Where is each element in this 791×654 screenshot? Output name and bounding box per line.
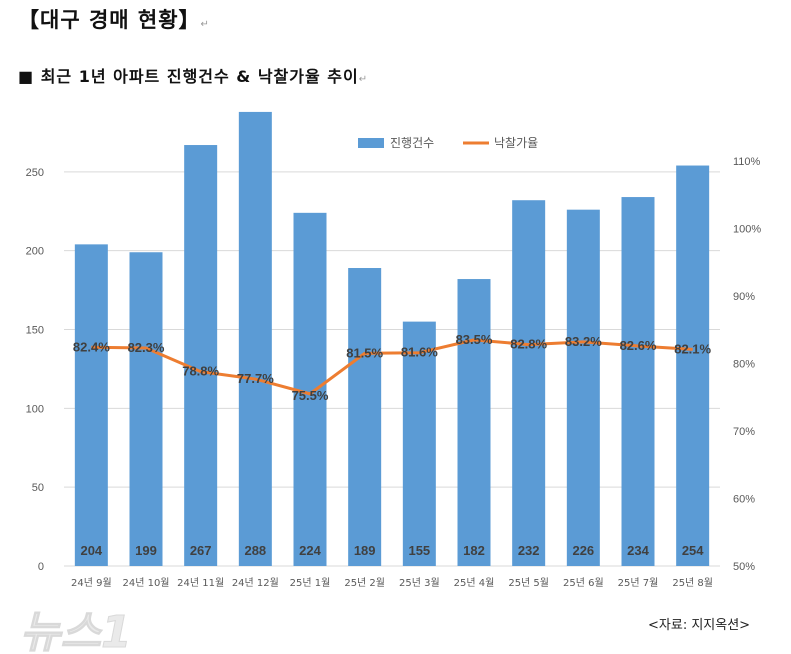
bar-data-label: 288 xyxy=(244,543,266,558)
y-left-tick-label: 250 xyxy=(26,167,44,179)
y-left-tick-label: 150 xyxy=(26,325,44,337)
line-data-label: 81.5% xyxy=(346,345,383,360)
bar-data-label: 204 xyxy=(80,543,102,558)
source-note: <자료: 지지옥션> xyxy=(648,618,751,633)
bar-data-label: 232 xyxy=(518,543,540,558)
line-data-label: 78.8% xyxy=(182,364,219,379)
y-left-tick-label: 200 xyxy=(26,246,44,258)
x-tick-label: 25년 8월 xyxy=(672,577,713,589)
bar-data-label: 224 xyxy=(299,543,321,558)
y-right-tick-label: 80% xyxy=(733,359,755,371)
y-left-tick-label: 100 xyxy=(26,403,44,415)
line-data-label: 82.8% xyxy=(510,337,547,352)
title-text: 【대구 경매 현황】 xyxy=(18,8,201,32)
bar xyxy=(184,145,218,566)
bar xyxy=(512,200,546,567)
line-data-label: 82.1% xyxy=(674,341,711,356)
line-data-label: 75.5% xyxy=(292,388,329,403)
line-series xyxy=(91,338,693,396)
x-tick-label: 24년 9월 xyxy=(71,577,112,589)
bar-data-label: 155 xyxy=(408,543,430,558)
bar xyxy=(676,165,710,566)
line-data-label: 82.4% xyxy=(73,339,110,354)
bar-data-label: 234 xyxy=(627,543,649,558)
y-right-tick-label: 110% xyxy=(733,156,761,168)
bar-data-label: 182 xyxy=(463,543,485,558)
paragraph-mark: ↵ xyxy=(358,74,369,85)
chart-heading: ■ 최근 1년 아파트 진행건수 & 낙찰가율 추이↵ xyxy=(18,63,368,87)
y-right-tick-label: 50% xyxy=(733,561,755,573)
bar xyxy=(566,209,600,566)
y-right-tick-label: 100% xyxy=(733,224,761,236)
bar-data-label: 189 xyxy=(354,543,376,558)
line-data-label: 82.6% xyxy=(620,338,657,353)
x-tick-label: 24년 10월 xyxy=(122,577,169,589)
subtitle-text: ■ 최근 1년 아파트 진행건수 & 낙찰가율 추이 xyxy=(18,67,359,86)
legend-bar-label: 진행건수 xyxy=(390,135,434,150)
paragraph-mark: ↵ xyxy=(200,19,210,30)
x-tick-label: 25년 2월 xyxy=(344,577,385,589)
x-tick-label: 25년 3월 xyxy=(399,577,440,589)
line-data-label: 77.7% xyxy=(237,371,274,386)
x-tick-label: 25년 1월 xyxy=(290,577,331,589)
bar xyxy=(129,252,163,566)
bar xyxy=(621,197,655,566)
bar-data-label: 226 xyxy=(572,543,594,558)
bar-data-label: 254 xyxy=(682,543,704,558)
watermark-logo: 뉴스1 xyxy=(20,607,132,654)
line-data-label: 83.2% xyxy=(565,334,602,349)
x-tick-label: 24년 11월 xyxy=(177,577,224,589)
bar xyxy=(402,321,436,566)
bar xyxy=(348,268,382,566)
line-data-label: 83.5% xyxy=(456,332,493,347)
bar-data-label: 267 xyxy=(190,543,212,558)
line-data-label: 81.6% xyxy=(401,345,438,360)
bar-data-label: 199 xyxy=(135,543,157,558)
x-tick-label: 25년 4월 xyxy=(454,577,495,589)
legend-line-label: 낙찰가율 xyxy=(494,136,538,150)
legend-bar-swatch xyxy=(358,138,384,148)
y-right-tick-label: 70% xyxy=(733,426,755,438)
y-right-tick-label: 60% xyxy=(733,494,755,506)
x-tick-label: 24년 12월 xyxy=(232,577,279,589)
x-tick-label: 25년 6월 xyxy=(563,577,604,589)
bar xyxy=(74,244,108,567)
y-left-tick-label: 50 xyxy=(32,482,44,494)
y-right-tick-label: 90% xyxy=(733,291,755,303)
y-left-tick-label: 0 xyxy=(38,561,44,573)
line-data-label: 82.3% xyxy=(128,340,165,355)
bar xyxy=(457,279,491,566)
x-tick-label: 25년 5월 xyxy=(508,577,549,589)
bar xyxy=(238,111,272,567)
page-title: 【대구 경매 현황】↵ xyxy=(18,4,210,34)
x-tick-label: 25년 7월 xyxy=(618,577,659,589)
